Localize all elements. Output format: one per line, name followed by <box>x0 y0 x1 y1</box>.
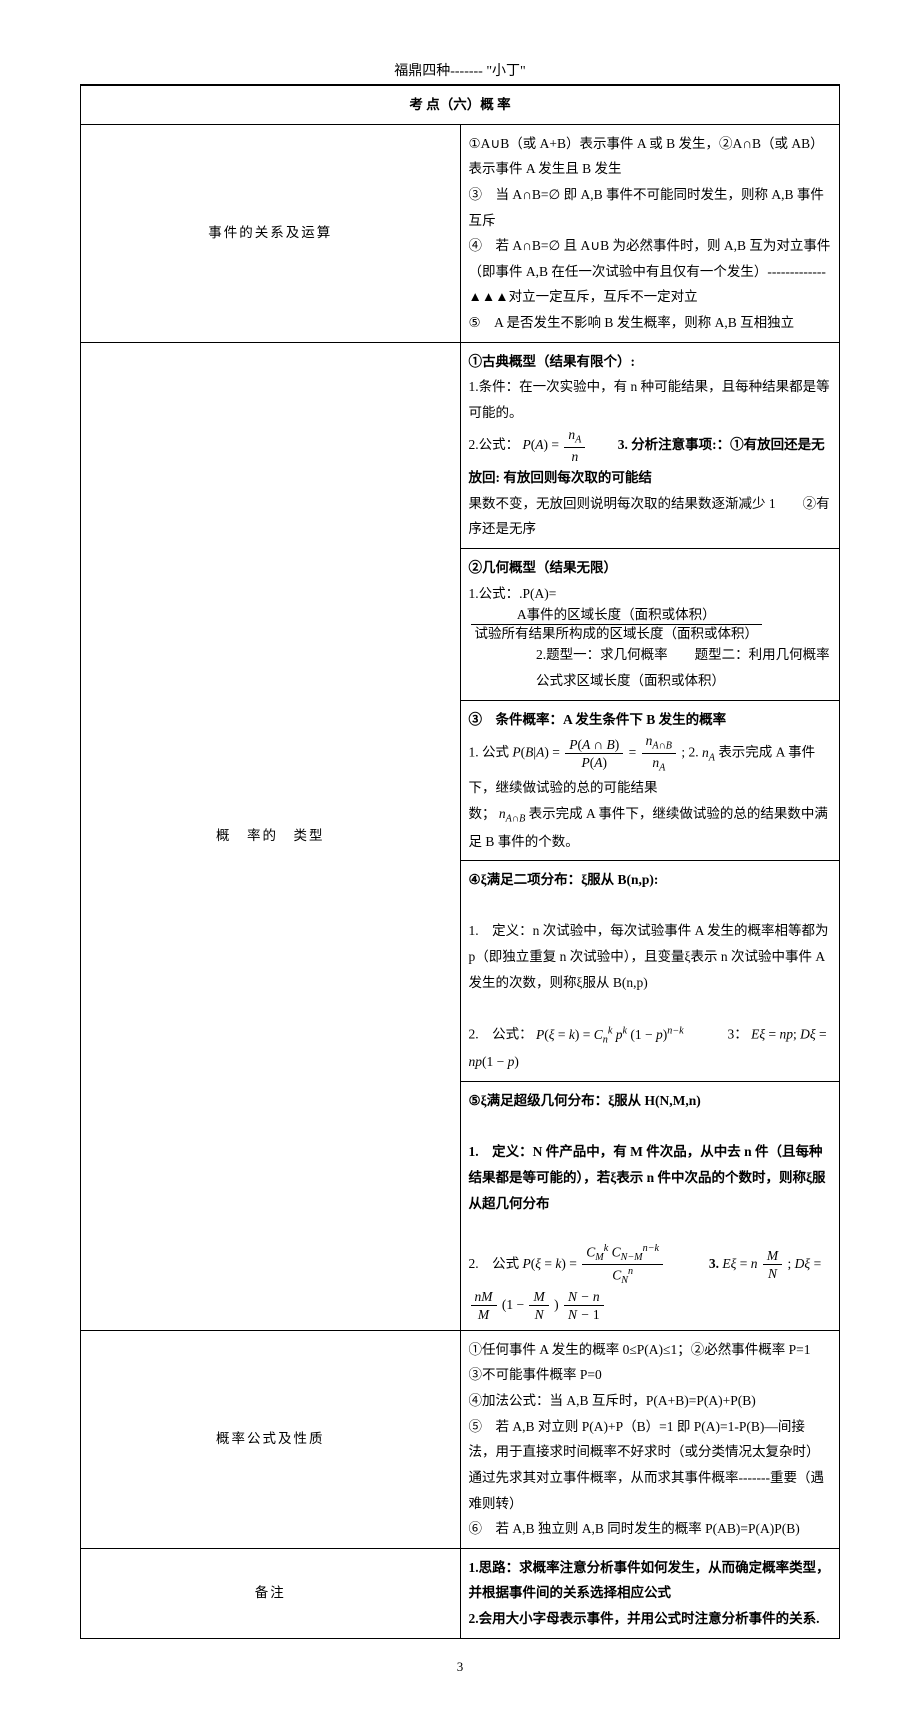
text-line: ①任何事件 A 发生的概率 0≤P(A)≤1；②必然事件概率 P=1 ③不可能事… <box>469 1337 832 1388</box>
page-header: 福鼎四种------- "小丁" <box>80 60 840 80</box>
block-heading: ⑤ξ满足超级几何分布：ξ服从 H(N,M,n) <box>469 1088 832 1114</box>
row-properties-label: 概率公式及性质 <box>81 1330 461 1548</box>
text-line: 1. 公式 P(B|A) = P(A ∩ B) P(A) = nA∩B nA ;… <box>469 732 832 800</box>
block-conditional: ③ 条件概率：A 发生条件下 B 发生的概率 1. 公式 P(B|A) = P(… <box>460 700 840 861</box>
block-heading: ④ξ满足二项分布：ξ服从 B(n,p): <box>469 867 832 893</box>
text-line: ④加法公式：当 A,B 互斥时，P(A+B)=P(A)+P(B) <box>469 1388 832 1414</box>
block-heading: ③ 条件概率：A 发生条件下 B 发生的概率 <box>469 707 832 733</box>
text-line: ④ 若 A∩B=∅ 且 A∪B 为必然事件时，则 A,B 互为对立事件（即事件 … <box>469 233 832 310</box>
text-line: ⑥ 若 A,B 独立则 A,B 同时发生的概率 P(AB)=P(A)P(B) <box>469 1516 832 1542</box>
block-hypergeometric: ⑤ξ满足超级几何分布：ξ服从 H(N,M,n) 1. 定义：N 件产品中，有 M… <box>460 1082 840 1331</box>
row-events: 事件的关系及运算 ①A∪B（或 A+B）表示事件 A 或 B 发生，②A∩B（或… <box>81 124 840 342</box>
row-notes-content: 1.思路：求概率注意分析事件如何发生，从而确定概率类型，并根据事件间的关系选择相… <box>460 1548 840 1638</box>
text-line: 2. 公式 P(ξ = k) = CMk CN−Mn−k CNn 3. Eξ =… <box>469 1242 832 1324</box>
row-events-label: 事件的关系及运算 <box>81 124 461 342</box>
text-line: 1.思路：求概率注意分析事件如何发生，从而确定概率类型，并根据事件间的关系选择相… <box>469 1555 832 1606</box>
title-row: 考 点（六）概 率 <box>81 86 840 125</box>
text-line: 2.会用大小字母表示事件，并用公式时注意分析事件的关系. <box>469 1606 832 1632</box>
text-line: ①A∪B（或 A+B）表示事件 A 或 B 发生，②A∩B（或 AB）表示事件 … <box>469 131 832 182</box>
block-heading: ②几何概型（结果无限） <box>469 555 832 581</box>
row-notes-label: 备注 <box>81 1548 461 1638</box>
text-line: 2.公式： P(A) = nAn 3. 分析注意事项:：①有放回还是无放回: 有… <box>469 426 832 491</box>
text-line: 2. 公式： P(ξ = k) = Cnk pk (1 − p)n−k 3： E… <box>469 1021 832 1075</box>
main-table: 考 点（六）概 率 事件的关系及运算 ①A∪B（或 A+B）表示事件 A 或 B… <box>80 85 840 1639</box>
row-properties: 概率公式及性质 ①任何事件 A 发生的概率 0≤P(A)≤1；②必然事件概率 P… <box>81 1330 840 1548</box>
block-classical: ①古典概型（结果有限个）: 1.条件：在一次实验中，有 n 种可能结果，且每种结… <box>460 342 840 548</box>
text-line: 2.题型一：求几何概率 题型二：利用几何概率公式求区域长度（面积或体积） <box>469 642 832 693</box>
text-line: 果数不变，无放回则说明每次取的结果数逐渐减少 1 ②有序还是无序 <box>469 491 832 542</box>
row-types-1: 概 率的 类型 ①古典概型（结果有限个）: 1.条件：在一次实验中，有 n 种可… <box>81 342 840 548</box>
block-heading: ①古典概型（结果有限个）: <box>469 349 832 375</box>
text-line: ⑤ A 是否发生不影响 B 发生概率，则称 A,B 互相独立 <box>469 310 832 336</box>
text-line: ③ 当 A∩B=∅ 即 A,B 事件不可能同时发生，则称 A,B 事件互斥 <box>469 182 832 233</box>
text-line: 数； nA∩B 表示完成 A 事件下，继续做试验的总的结果数中满足 B 事件的个… <box>469 801 832 855</box>
row-properties-content: ①任何事件 A 发生的概率 0≤P(A)≤1；②必然事件概率 P=1 ③不可能事… <box>460 1330 840 1548</box>
block-binomial: ④ξ满足二项分布：ξ服从 B(n,p): 1. 定义：n 次试验中，每次试验事件… <box>460 861 840 1082</box>
table-title: 考 点（六）概 率 <box>81 86 840 125</box>
text-line: 1. 定义：n 次试验中，每次试验事件 A 发生的概率相等都为 p（即独立重复 … <box>469 918 832 995</box>
text-line: ⑤ 若 A,B 对立则 P(A)+P（B）=1 即 P(A)=1-P(B)—间接… <box>469 1414 832 1517</box>
text-line: 1.条件：在一次实验中，有 n 种可能结果，且每种结果都是等可能的。 <box>469 374 832 425</box>
row-types-label: 概 率的 类型 <box>81 342 461 1330</box>
text-line: 1. 定义：N 件产品中，有 M 件次品，从中去 n 件（且每种结果都是等可能的… <box>469 1139 832 1216</box>
row-events-content: ①A∪B（或 A+B）表示事件 A 或 B 发生，②A∩B（或 AB）表示事件 … <box>460 124 840 342</box>
row-notes: 备注 1.思路：求概率注意分析事件如何发生，从而确定概率类型，并根据事件间的关系… <box>81 1548 840 1638</box>
page-number: 3 <box>80 1659 840 1675</box>
text-line: 1.公式：.P(A)= A事件的区域长度（面积或体积） 试验所有结果所构成的区域… <box>469 581 832 643</box>
block-geometric: ②几何概型（结果无限） 1.公式：.P(A)= A事件的区域长度（面积或体积） … <box>460 549 840 701</box>
